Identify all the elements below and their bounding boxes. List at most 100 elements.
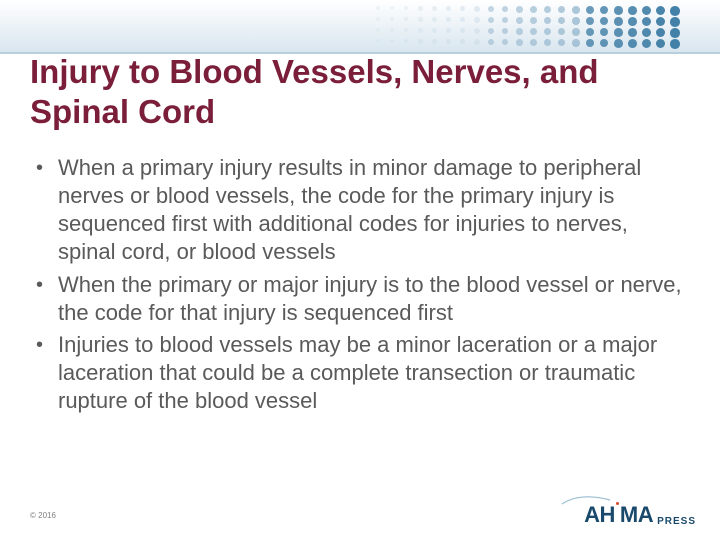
logo-dot-icon xyxy=(616,502,619,505)
bullet-text: Injuries to blood vessels may be a minor… xyxy=(58,331,686,415)
header-dot xyxy=(516,17,523,24)
header-bar xyxy=(0,0,720,54)
header-dot xyxy=(474,6,480,12)
header-dot xyxy=(516,6,523,13)
bullet-marker: • xyxy=(36,271,58,299)
header-dot xyxy=(642,6,651,15)
header-dot xyxy=(642,39,651,48)
header-dot xyxy=(558,6,565,13)
header-dot xyxy=(656,6,665,15)
header-dot xyxy=(642,28,651,37)
header-dot xyxy=(460,39,465,44)
header-dot xyxy=(376,39,380,43)
header-dot xyxy=(656,39,665,48)
header-dot xyxy=(390,17,394,21)
copyright-text: © 2016 xyxy=(30,511,56,520)
bullet-item: •Injuries to blood vessels may be a mino… xyxy=(36,331,686,415)
header-dot xyxy=(544,39,551,46)
header-dot xyxy=(600,17,608,25)
header-dot xyxy=(558,39,565,46)
header-dot xyxy=(600,6,608,14)
header-dot xyxy=(446,39,451,44)
header-dot xyxy=(530,6,537,13)
header-dot xyxy=(404,17,408,21)
header-dot xyxy=(404,28,408,32)
header-dot xyxy=(614,6,623,15)
bullet-marker: • xyxy=(36,154,58,182)
header-dot xyxy=(474,39,480,45)
header-dot xyxy=(418,6,423,11)
header-dot xyxy=(614,39,623,48)
header-dot xyxy=(404,39,408,43)
bullet-list: •When a primary injury results in minor … xyxy=(36,154,686,419)
header-dot xyxy=(628,6,637,15)
header-dot xyxy=(600,39,608,47)
header-dot xyxy=(474,28,480,34)
header-dot xyxy=(572,28,580,36)
header-dot xyxy=(404,6,408,10)
bullet-marker: • xyxy=(36,331,58,359)
header-dot xyxy=(600,28,608,36)
header-dot xyxy=(670,39,680,49)
bullet-item: •When a primary injury results in minor … xyxy=(36,154,686,267)
header-dot xyxy=(432,6,437,11)
header-dot xyxy=(656,28,665,37)
header-dot xyxy=(586,39,594,47)
header-dot xyxy=(446,6,451,11)
header-dot xyxy=(432,28,437,33)
header-dot xyxy=(488,39,494,45)
logo-press: PRESS xyxy=(657,516,696,527)
header-dot xyxy=(502,6,508,12)
header-dot xyxy=(628,39,637,48)
header-dot xyxy=(390,28,394,32)
header-dot xyxy=(670,17,680,27)
header-dot xyxy=(614,28,623,37)
logo: AHMA PRESS xyxy=(584,502,696,528)
header-dot xyxy=(572,17,580,25)
header-dot xyxy=(502,28,508,34)
header-dot xyxy=(488,17,494,23)
header-dot xyxy=(670,6,680,16)
header-dot xyxy=(376,17,380,21)
header-dot xyxy=(614,17,623,26)
header-dot xyxy=(446,17,451,22)
header-dot xyxy=(502,17,508,23)
header-dot xyxy=(544,28,551,35)
header-dot xyxy=(418,28,423,33)
bullet-item: •When the primary or major injury is to … xyxy=(36,271,686,327)
header-dot xyxy=(670,28,680,38)
header-dot xyxy=(418,17,423,22)
header-dot xyxy=(544,6,551,13)
header-dot xyxy=(558,28,565,35)
header-dot xyxy=(586,28,594,36)
header-dot-pattern xyxy=(376,6,696,48)
header-dot xyxy=(460,28,465,33)
header-dot xyxy=(558,17,565,24)
header-dot xyxy=(628,28,637,37)
header-dot xyxy=(586,17,594,25)
logo-post: MA xyxy=(620,502,653,527)
logo-text: AHMA xyxy=(584,502,653,528)
header-dot xyxy=(432,17,437,22)
header-dot xyxy=(516,28,523,35)
slide: Injury to Blood Vessels, Nerves, and Spi… xyxy=(0,0,720,540)
header-dot xyxy=(432,39,437,44)
header-dot xyxy=(418,39,423,44)
header-dot xyxy=(376,6,380,10)
header-dot xyxy=(488,6,494,12)
header-dot xyxy=(488,28,494,34)
header-dot xyxy=(474,17,480,23)
header-dot xyxy=(656,17,665,26)
header-dot xyxy=(544,17,551,24)
header-dot xyxy=(390,39,394,43)
header-dot xyxy=(460,6,465,11)
header-dot xyxy=(502,39,508,45)
logo-pre: AH xyxy=(584,502,615,527)
slide-title: Injury to Blood Vessels, Nerves, and Spi… xyxy=(30,52,690,131)
header-dot xyxy=(586,6,594,14)
header-dot xyxy=(530,39,537,46)
header-dot xyxy=(572,39,580,47)
bullet-text: When a primary injury results in minor d… xyxy=(58,154,686,267)
header-dot xyxy=(530,28,537,35)
bullet-text: When the primary or major injury is to t… xyxy=(58,271,686,327)
